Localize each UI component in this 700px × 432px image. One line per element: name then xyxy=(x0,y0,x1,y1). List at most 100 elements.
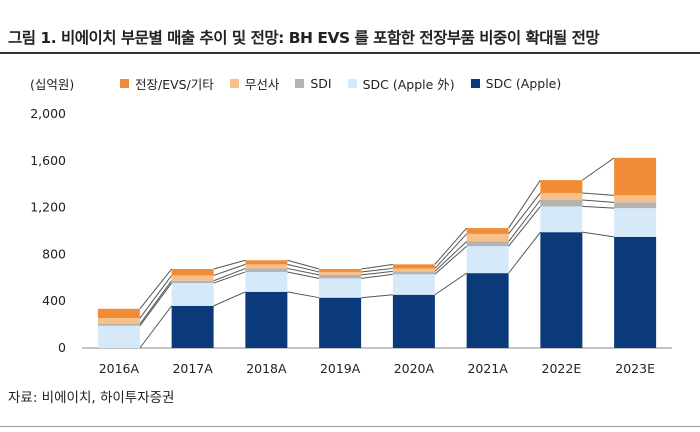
y-tick-label: 1,200 xyxy=(30,200,66,215)
bar-segment xyxy=(97,325,140,348)
connector-line xyxy=(434,227,468,265)
connector-line xyxy=(361,273,393,279)
bar-segment xyxy=(466,273,509,348)
bar-segment xyxy=(319,274,362,279)
y-tick-label: 2,000 xyxy=(30,106,66,121)
bar-segment xyxy=(466,233,509,242)
bar-segment xyxy=(171,269,214,276)
connector-line xyxy=(361,270,393,276)
bar-segment xyxy=(540,206,583,233)
connector-line xyxy=(582,231,615,238)
legend-label: 전장/EVS/기타 xyxy=(135,77,214,92)
bottom-divider xyxy=(0,426,700,427)
connector-line xyxy=(213,259,246,270)
legend-swatch xyxy=(229,79,239,88)
bar-segment xyxy=(245,264,288,269)
connector-line xyxy=(361,267,393,273)
connector-line xyxy=(361,263,393,270)
connector-line xyxy=(508,206,541,247)
connector-line xyxy=(287,291,320,299)
legend-swatch xyxy=(347,79,357,88)
bar-segment xyxy=(97,324,140,326)
y-tick-label: 800 xyxy=(42,246,66,261)
connector-line xyxy=(434,233,467,269)
connector-line xyxy=(139,280,173,325)
bar-segment xyxy=(97,318,140,325)
x-tick-label: 2018A xyxy=(246,361,287,376)
legend-label: SDI xyxy=(310,76,332,91)
connector-line xyxy=(508,179,541,229)
connector-line xyxy=(508,192,541,235)
x-tick-label: 2016A xyxy=(99,361,140,376)
legend-label: 무선사 xyxy=(244,77,280,92)
title-divider xyxy=(0,52,700,54)
bar-segment xyxy=(245,268,288,272)
connector-line xyxy=(582,192,615,196)
bar-segment xyxy=(614,208,657,237)
unit-label: (십억원) xyxy=(30,77,75,92)
bar-segment xyxy=(245,291,288,348)
bar-segment xyxy=(466,228,509,234)
bar-segment xyxy=(540,180,583,193)
bar-segment xyxy=(392,264,435,269)
legend: 전장/EVS/기타 무선사 SDI SDC (Apple 外) SDC (Apple) xyxy=(120,74,561,93)
legend-label: SDC (Apple) xyxy=(485,76,562,91)
connector-line xyxy=(287,259,320,270)
bar-segment xyxy=(614,157,657,196)
bar-segment xyxy=(319,297,362,348)
bar-segment xyxy=(540,232,583,348)
connector-line xyxy=(434,245,467,275)
connector-line xyxy=(213,263,246,276)
x-tick-label: 2023E xyxy=(615,361,655,376)
connector-line xyxy=(213,291,246,307)
connector-line xyxy=(434,241,467,272)
bar-segment xyxy=(466,246,509,274)
y-tick-label: 0 xyxy=(58,340,66,355)
y-tick-label: 1,600 xyxy=(30,153,66,168)
legend-swatch xyxy=(295,79,305,88)
legend-item: SDC (Apple 外) xyxy=(347,74,455,93)
connector-line xyxy=(287,271,320,279)
legend-item: SDC (Apple) xyxy=(470,74,562,93)
chart-title: 그림 1. 비에이치 부문별 매출 추이 및 전망: BH EVS 를 포함한 … xyxy=(8,29,600,47)
bar-segment xyxy=(392,271,435,275)
connector-line xyxy=(287,267,320,276)
bar-segment xyxy=(245,260,288,265)
legend-swatch xyxy=(120,79,129,88)
bar-segment xyxy=(171,280,214,284)
connector-line xyxy=(139,282,173,327)
bar-segment xyxy=(540,199,583,207)
bar-segment xyxy=(614,195,657,203)
connector-line xyxy=(139,305,173,349)
bar-segment xyxy=(171,305,214,348)
connector-line xyxy=(582,157,615,181)
x-tick-label: 2017A xyxy=(172,361,213,376)
connector-line xyxy=(139,268,173,310)
bar-segment xyxy=(466,241,509,247)
bar-segment xyxy=(245,271,288,292)
y-tick-label: 400 xyxy=(42,293,66,308)
bar-segment xyxy=(614,202,657,209)
connector-line xyxy=(213,271,246,284)
connector-line xyxy=(582,199,615,203)
connector-line xyxy=(508,231,541,274)
legend-label: SDC (Apple 外) xyxy=(362,77,455,92)
connector-line xyxy=(287,263,320,273)
connector-line xyxy=(434,272,467,296)
bar-segment xyxy=(319,269,362,272)
bar-segment xyxy=(614,236,657,348)
bar-segment xyxy=(540,192,583,200)
bar-segment xyxy=(319,271,362,275)
source-note: 자료: 비에이치, 하이투자증권 xyxy=(8,390,175,406)
x-tick-label: 2020A xyxy=(394,361,435,376)
legend-item: 무선사 xyxy=(229,74,280,93)
x-tick-label: 2022E xyxy=(542,361,582,376)
bar-segment xyxy=(97,308,140,319)
bar-segment xyxy=(392,268,435,272)
bar-segment xyxy=(319,278,362,298)
legend-item: 전장/EVS/기타 xyxy=(120,74,214,93)
connector-line xyxy=(213,267,246,282)
connector-line xyxy=(139,275,173,319)
bar-segment xyxy=(392,294,435,348)
